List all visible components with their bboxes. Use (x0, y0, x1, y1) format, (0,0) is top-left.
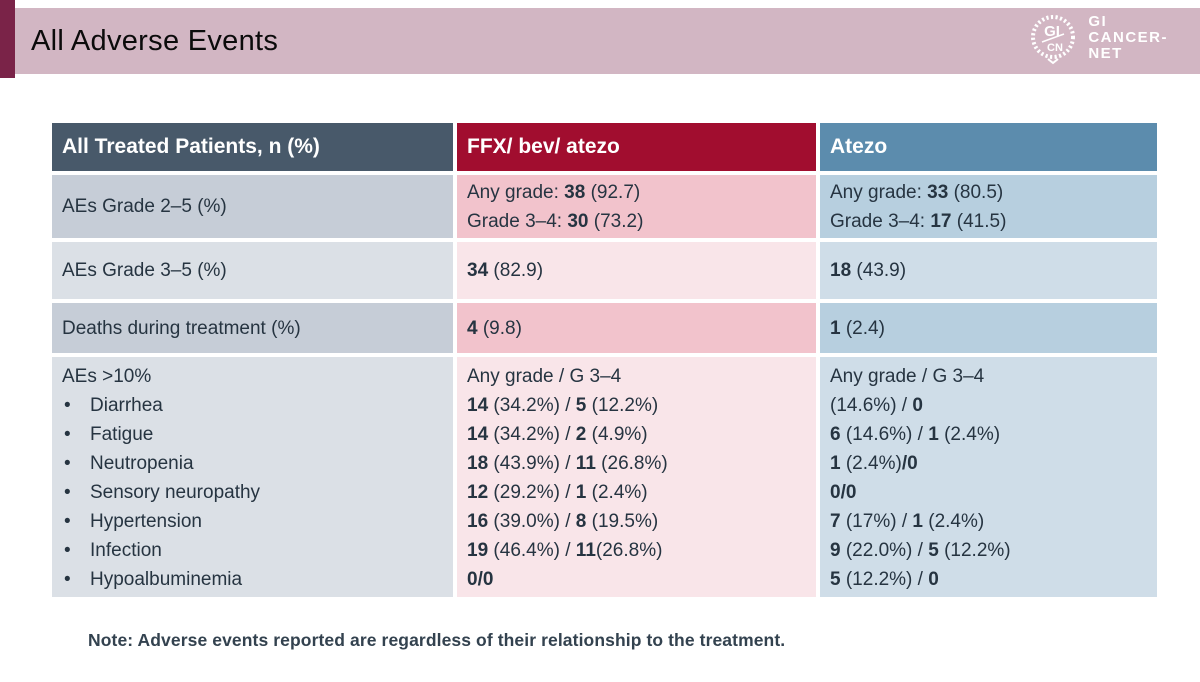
cell-line: 1 (2.4) (830, 317, 885, 339)
cell-line: 14 (34.2%) / 5 (12.2%) (467, 395, 659, 416)
cell-line: • Fatigue (52, 420, 453, 449)
adverse-events-table: All Treated Patients, n (%) FFX/ bev/ at… (52, 123, 1157, 597)
cell-atezo: 18 (43.9) (820, 242, 1157, 299)
cell-line: 19 (46.4%) / 11(26.8%) (467, 540, 663, 561)
cell-line: 12 (29.2%) / 1 (2.4%) (467, 482, 648, 503)
column-header-all-treated-patients: All Treated Patients, n (%) (52, 123, 453, 171)
cell-label: Deaths during treatment (%) (52, 303, 453, 353)
cell-line: • Infection (52, 536, 453, 565)
bullet-icon: • (64, 511, 71, 532)
cell-ffx-bev-atezo: Any grade / G 3–4 14 (34.2%) / 5 (12.2%) 1… (457, 357, 816, 597)
title-band: All Adverse Events (15, 8, 1200, 74)
cell-line: 6 (14.6%) / 1 (2.4%) (830, 424, 1001, 445)
cell-line: 34 (82.9) (467, 260, 544, 281)
logo-wordmark: GI CANCER- NET (1088, 14, 1168, 62)
cell-line: Any grade: 33 (80.5) (830, 181, 1004, 203)
cell-label: AEs Grade 2–5 (%) (52, 175, 453, 238)
cell-line: 9 (22.0%) / 5 (12.2%) (830, 540, 1011, 561)
cell-line: 0/0 (467, 569, 494, 590)
gi-cancer-net-logo: GI CN GI CANCER- NET (1028, 10, 1168, 66)
column-header-ffx-bev-atezo: FFX/ bev/ atezo (457, 123, 816, 171)
cell-ffx-bev-atezo: Any grade: 38 (92.7) Grade 3–4: 30 (73.2) (457, 175, 816, 238)
bullet-icon: • (64, 540, 71, 561)
cell-line: AEs Grade 3–5 (%) (62, 260, 227, 281)
cell-atezo: Any grade / G 3–4 (14.6%) / 0 6 (14.6%) / … (820, 357, 1157, 597)
bullet-icon: • (64, 482, 71, 503)
cell-line: (14.6%) / 0 (830, 395, 923, 416)
cell-line: AEs Grade 2–5 (%) (62, 196, 227, 217)
footnote: Note: Adverse events reported are regard… (88, 630, 786, 650)
logo-line-2: CANCER- (1088, 29, 1168, 46)
cell-line: 14 (34.2%) / 2 (4.9%) (467, 424, 648, 445)
column-header-atezo: Atezo (820, 123, 1157, 171)
cell-atezo: Any grade: 33 (80.5) Grade 3–4: 17 (41.5) (820, 175, 1157, 238)
cell-ffx-bev-atezo: 34 (82.9) (457, 242, 816, 299)
cell-line: • Diarrhea (52, 391, 453, 420)
page-title: All Adverse Events (31, 24, 279, 57)
cell-line: 7 (17%) / 1 (2.4%) (830, 511, 985, 532)
bullet-icon: • (64, 395, 71, 416)
bullet-icon: • (64, 453, 71, 474)
cell-line: Deaths during treatment (%) (62, 317, 301, 339)
cell-line: 16 (39.0%) / 8 (19.5%) (467, 511, 659, 532)
logo-line-3: NET (1088, 45, 1123, 62)
emblem-cn-text: CN (1047, 42, 1063, 54)
cell-line: 4 (9.8) (467, 317, 522, 339)
cell-line: 0/0 (830, 482, 857, 503)
cell-line: • Hypertension (52, 507, 453, 536)
cell-line: • Hypoalbuminemia (52, 565, 453, 594)
cell-line: 5 (12.2%) / 0 (830, 569, 939, 590)
cell-line: 18 (43.9) (830, 260, 907, 281)
cell-line: Any grade: 38 (92.7) (467, 181, 641, 203)
emblem-gi-text: GI (1044, 23, 1060, 40)
cell-label: AEs >10% • Diarrhea • Fatigue • Neutropenia • Se… (52, 357, 453, 597)
bullet-icon: • (64, 424, 71, 445)
cell-line: Grade 3–4: 30 (73.2) (467, 210, 644, 232)
accent-bar (0, 0, 15, 78)
cell-label: AEs Grade 3–5 (%) (52, 242, 453, 299)
cell-line: 1 (2.4%)/0 (830, 453, 918, 474)
logo-line-1: GI (1088, 13, 1108, 30)
cell-ffx-bev-atezo: 4 (9.8) (457, 303, 816, 353)
cell-atezo: 1 (2.4) (820, 303, 1157, 353)
cell-line: AEs >10% (62, 366, 152, 387)
cell-line: Any grade / G 3–4 (467, 366, 622, 387)
cell-line: 18 (43.9%) / 11 (26.8%) (467, 453, 668, 474)
cell-line: Any grade / G 3–4 (830, 366, 985, 387)
cell-line: • Neutropenia (52, 449, 453, 478)
cell-line: • Sensory neuropathy (52, 478, 453, 507)
bullet-icon: • (64, 569, 71, 590)
cell-line: Grade 3–4: 17 (41.5) (830, 210, 1007, 232)
laurel-wreath-emblem-icon: GI CN (1031, 15, 1076, 65)
